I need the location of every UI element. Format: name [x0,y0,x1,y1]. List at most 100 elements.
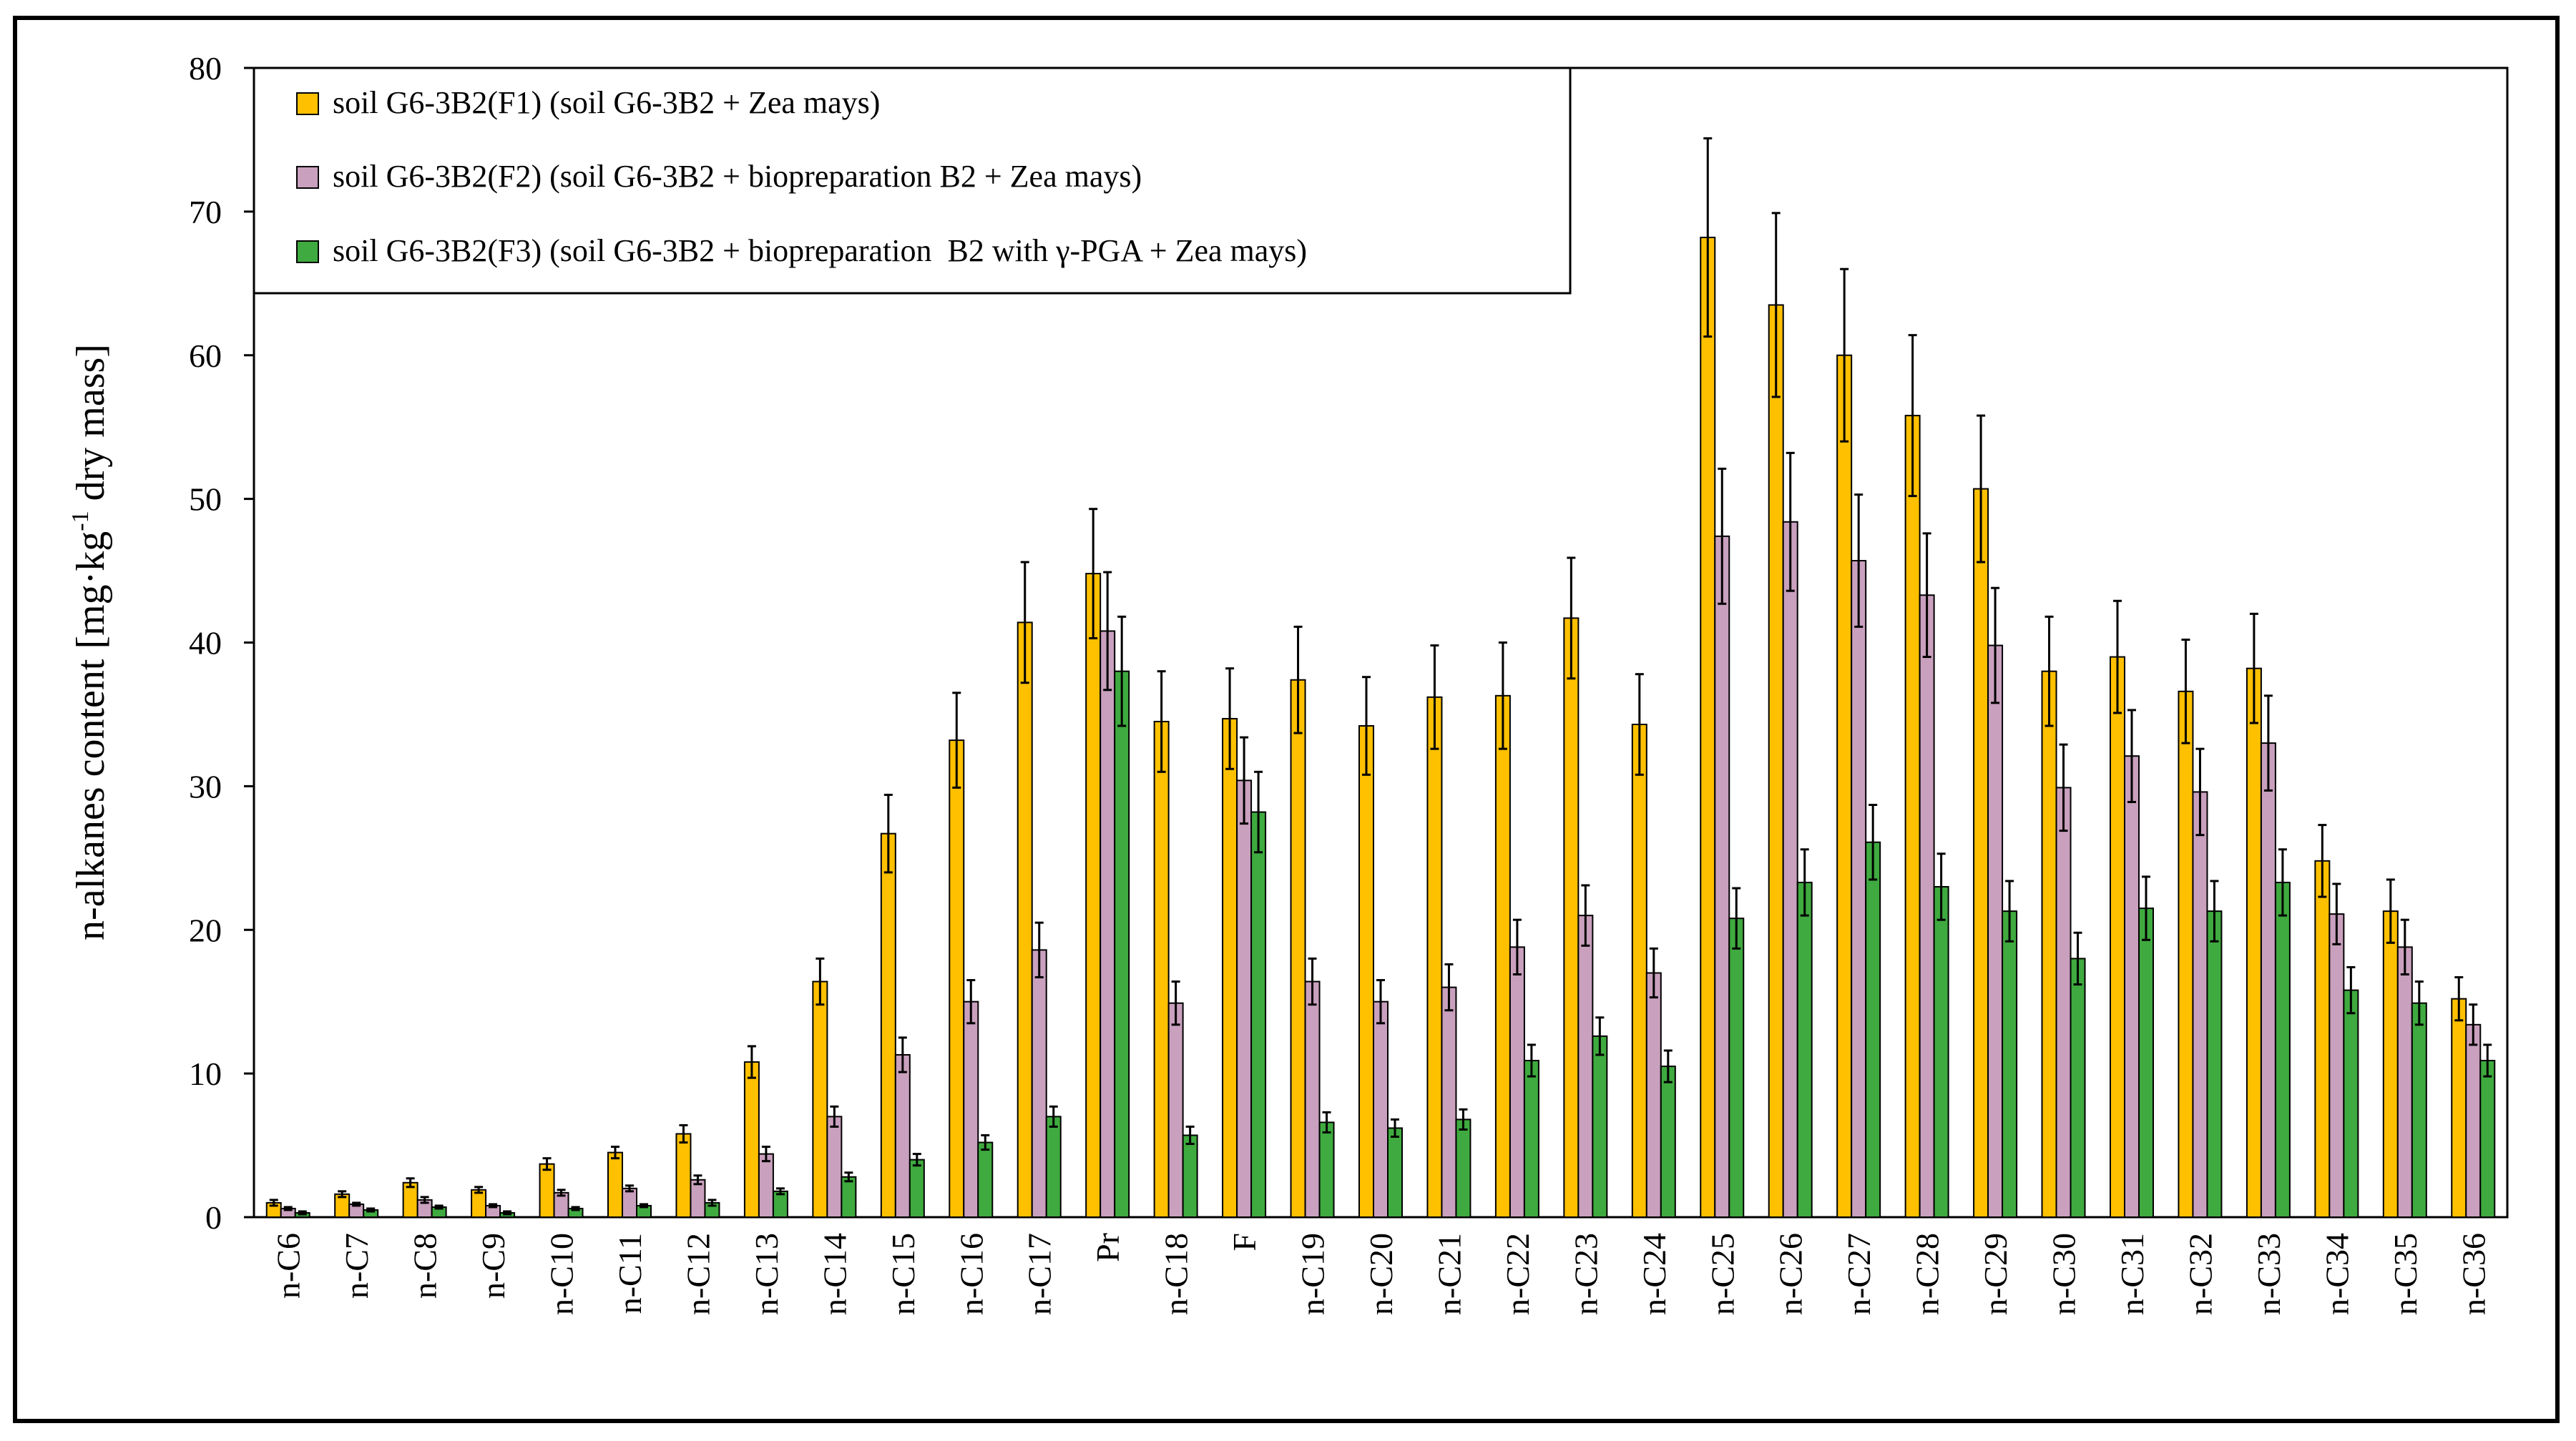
bars [265,137,2496,1219]
bar-Pr-f3 [1114,670,1130,1218]
bar-n-C29-f2 [1987,644,2004,1218]
legend: soil G6-3B2(F1) (soil G6-3B2 + Zea mays)… [253,67,1572,295]
bar-n-C30-f2 [2055,787,2072,1219]
bar-n-C32-f2 [2192,791,2208,1219]
y-tick-label: 0 [205,1199,222,1236]
bar-n-C19-f3 [1318,1121,1335,1218]
bar-n-C14-f1 [812,980,828,1218]
x-tick-label: n-C26 [1773,1233,1809,1315]
x-tick-label: n-C12 [680,1233,716,1315]
bar-n-C26-f1 [1768,304,1784,1219]
x-tick-label: n-C34 [2318,1233,2355,1315]
legend-swatch-f1 [296,92,319,115]
bar-n-C26-f3 [1796,881,1813,1219]
y-tick-label: 70 [189,194,222,230]
legend-label-f2: soil G6-3B2(F2) (soil G6-3B2 + bioprepar… [333,159,1142,194]
bar-n-C35-f2 [2396,946,2413,1218]
legend-box [253,67,1572,295]
bar-n-C22-f1 [1494,694,1511,1218]
y-axis-label: n-alkanes content [mg·kg-1 dry mass] [67,344,113,940]
y-tick-label: 50 [189,481,222,518]
bar-n-C28-f1 [1904,415,1921,1218]
bar-n-C31-f3 [2138,908,2154,1219]
x-tick-label: n-C23 [1567,1233,1604,1315]
bar-Pr-f2 [1100,630,1116,1218]
bar-F-f3 [1250,811,1267,1218]
x-tick-label: n-C32 [2182,1233,2218,1315]
x-tick-label: n-C31 [2114,1233,2150,1315]
y-tick-label: 40 [189,625,222,662]
x-tick-label: n-C19 [1295,1233,1331,1315]
bar-n-C23-f3 [1592,1035,1608,1218]
bar-n-C9-f1 [471,1189,487,1218]
bar-n-C22-f3 [1523,1060,1539,1219]
x-tick-label: n-C24 [1636,1233,1673,1315]
bar-n-C15-f3 [909,1159,925,1219]
bar-n-C33-f2 [2260,742,2276,1219]
x-tick-label: n-C21 [1431,1233,1467,1315]
x-tick-label: n-C7 [338,1233,375,1299]
x-tick-label: n-C15 [885,1233,921,1315]
bar-n-C24-f1 [1631,723,1647,1218]
bar-n-C17-f3 [1045,1116,1062,1218]
bar-n-C27-f2 [1851,560,1867,1218]
bar-n-C17-f2 [1031,949,1047,1219]
bar-n-C18-f1 [1153,720,1170,1218]
bar-n-C12-f2 [690,1179,706,1218]
bar-n-C11-f2 [622,1187,637,1218]
x-tick-label: n-C14 [816,1233,853,1315]
bar-n-C32-f1 [2178,690,2194,1218]
bar-n-C35-f1 [2382,910,2399,1218]
x-tick-label: n-C29 [1977,1233,2014,1315]
bar-n-C23-f1 [1563,617,1580,1218]
x-tick-label: n-C27 [1841,1233,1877,1315]
bar-n-C21-f2 [1441,986,1457,1218]
bar-n-C33-f3 [2274,881,2291,1219]
bar-n-C18-f3 [1182,1134,1198,1218]
x-tick-label: n-C35 [2387,1233,2424,1315]
bar-n-C17-f1 [1017,621,1033,1218]
bar-n-C34-f3 [2343,989,2359,1219]
bar-n-C24-f3 [1660,1066,1676,1219]
bar-n-C28-f2 [1919,594,1935,1218]
y-tick-label: 30 [189,768,222,805]
bar-n-C27-f3 [1865,841,1881,1219]
y-tick-label: 10 [189,1056,222,1092]
x-tick-label: n-C22 [1499,1233,1536,1315]
x-tick-label: n-C18 [1158,1233,1195,1315]
y-tick-label: 80 [189,50,222,87]
bar-n-C13-f2 [758,1153,774,1218]
legend-label-f1: soil G6-3B2(F1) (soil G6-3B2 + Zea mays) [333,85,880,120]
x-tick-label: n-C25 [1704,1233,1740,1315]
bar-n-C20-f3 [1387,1127,1403,1219]
y-axis-label-main: n-alkanes content [mg·kg [69,531,113,940]
y-tick-label: 20 [189,912,222,948]
x-tick-label: n-C20 [1363,1233,1399,1315]
x-tick-label: n-C17 [1022,1233,1058,1315]
bar-n-C26-f2 [1782,521,1798,1218]
legend-label-f3: soil G6-3B2(F3) (soil G6-3B2 + bioprepar… [333,233,1307,268]
bar-n-C27-f1 [1836,354,1853,1218]
x-tick-label: n-C33 [2251,1233,2287,1315]
x-tick-label: F [1226,1233,1263,1251]
bar-n-C21-f3 [1455,1118,1471,1219]
bar-n-C36-f3 [2479,1060,2496,1219]
bar-n-C29-f1 [1973,488,1989,1218]
bar-n-C15-f1 [880,832,896,1218]
bar-n-C15-f2 [894,1054,911,1218]
x-tick-label: n-C11 [612,1233,648,1314]
y-axis-label-superscript: -1 [67,511,94,531]
bar-Pr-f1 [1085,573,1102,1218]
bar-F-f2 [1236,779,1253,1218]
y-tick-label: 60 [189,338,222,374]
bar-n-C29-f3 [2002,910,2018,1218]
bar-n-C31-f2 [2124,755,2140,1219]
bar-n-C16-f3 [977,1141,994,1219]
bar-n-C25-f2 [1714,535,1730,1218]
bar-n-C20-f2 [1373,1000,1389,1218]
legend-swatch-f2 [296,166,319,189]
x-tick-label: n-C13 [748,1233,785,1315]
x-tick-label: Pr [1089,1233,1126,1262]
x-tick-label: n-C28 [1909,1233,1946,1315]
